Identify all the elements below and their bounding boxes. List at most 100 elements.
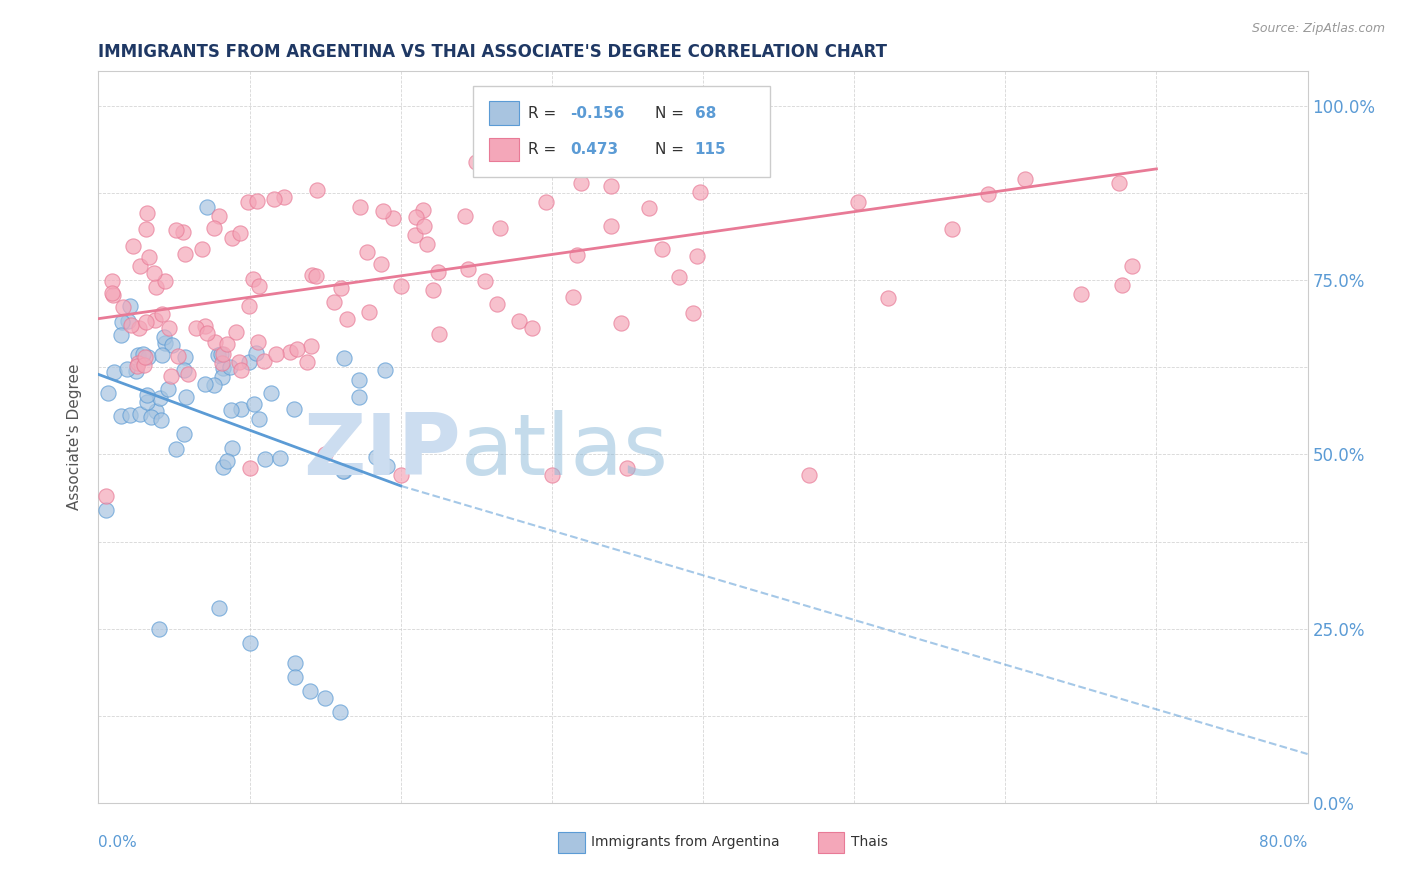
Point	[219, 403, 242, 417]
Point	[246, 194, 269, 208]
Point	[124, 364, 146, 378]
Point	[211, 369, 233, 384]
Point	[314, 691, 336, 706]
Point	[413, 219, 436, 233]
Point	[540, 468, 562, 483]
Point	[194, 319, 217, 334]
Point	[208, 209, 231, 223]
Point	[332, 464, 354, 478]
Point	[238, 299, 260, 313]
Point	[101, 274, 124, 288]
Point	[389, 279, 412, 293]
Point	[295, 355, 318, 369]
Point	[280, 344, 302, 359]
Point	[225, 325, 247, 339]
Point	[195, 200, 218, 214]
Point	[245, 346, 267, 360]
Point	[1070, 287, 1092, 301]
Point	[103, 365, 125, 379]
Point	[405, 210, 427, 224]
Point	[264, 347, 287, 361]
Point	[474, 274, 496, 288]
Point	[204, 335, 226, 350]
Point	[236, 195, 259, 210]
Point	[125, 359, 148, 373]
Point	[167, 349, 190, 363]
Point	[145, 280, 167, 294]
Point	[284, 670, 307, 684]
Point	[135, 222, 157, 236]
Point	[565, 247, 588, 261]
Point	[247, 411, 270, 425]
Point	[465, 155, 488, 169]
Point	[101, 286, 124, 301]
Bar	[489, 102, 519, 125]
Point	[117, 314, 139, 328]
Text: -0.156: -0.156	[569, 105, 624, 120]
Point	[347, 391, 370, 405]
Point	[1111, 278, 1133, 293]
Point	[489, 221, 512, 235]
Point	[314, 448, 336, 462]
Point	[561, 290, 583, 304]
Text: Immigrants from Argentina: Immigrants from Argentina	[591, 835, 779, 849]
Point	[668, 269, 690, 284]
Point	[941, 221, 963, 235]
Point	[284, 657, 307, 671]
Point	[127, 356, 149, 370]
Point	[254, 451, 277, 466]
Point	[416, 236, 439, 251]
Point	[174, 351, 197, 365]
Point	[427, 327, 450, 342]
Point	[1108, 176, 1130, 190]
Point	[172, 225, 194, 239]
Point	[128, 320, 150, 334]
Point	[173, 426, 195, 441]
Point	[176, 390, 198, 404]
Point	[215, 337, 238, 351]
Point	[333, 465, 356, 479]
Point	[283, 402, 305, 417]
Text: N =: N =	[655, 105, 689, 120]
Point	[228, 355, 250, 369]
Point	[877, 291, 900, 305]
Point	[128, 407, 150, 421]
Point	[637, 201, 659, 215]
Point	[186, 321, 208, 335]
Point	[242, 272, 264, 286]
Point	[412, 203, 434, 218]
Point	[157, 320, 180, 334]
Point	[202, 221, 225, 235]
Point	[136, 206, 159, 220]
Point	[389, 468, 412, 483]
Point	[299, 684, 322, 698]
Point	[209, 347, 232, 361]
Point	[689, 186, 711, 200]
Point	[129, 259, 152, 273]
Point	[247, 278, 270, 293]
Text: Source: ZipAtlas.com: Source: ZipAtlas.com	[1251, 22, 1385, 36]
Point	[212, 361, 235, 376]
Point	[252, 354, 274, 368]
Point	[229, 401, 252, 416]
Point	[797, 468, 820, 483]
Point	[142, 266, 165, 280]
Point	[299, 339, 322, 353]
Point	[110, 409, 132, 424]
Point	[155, 336, 177, 351]
Point	[651, 242, 673, 256]
Point	[273, 190, 295, 204]
Point	[305, 183, 328, 197]
Bar	[489, 138, 519, 161]
Point	[347, 373, 370, 387]
Point	[371, 203, 394, 218]
Point	[134, 350, 156, 364]
Point	[243, 397, 266, 411]
Point	[207, 348, 229, 362]
Point	[143, 313, 166, 327]
Point	[616, 461, 638, 475]
Point	[134, 358, 156, 372]
Point	[600, 219, 623, 233]
Point	[208, 600, 231, 615]
Point	[486, 296, 509, 310]
